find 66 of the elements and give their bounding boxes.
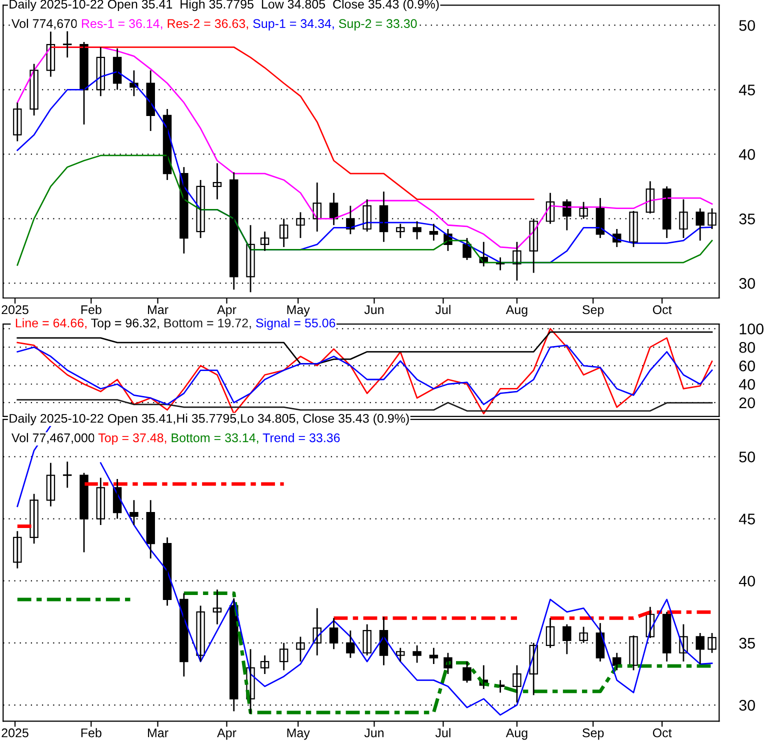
candlestick xyxy=(412,220,422,240)
y-tick-label: 80 xyxy=(739,342,755,353)
y-tick-label: 30 xyxy=(739,278,755,289)
candlestick xyxy=(512,664,522,704)
line-series xyxy=(16,154,713,266)
x-tick-label: Oct xyxy=(652,728,672,738)
x-tick-label: Mar xyxy=(148,305,168,314)
y-tick-label: 100 xyxy=(740,324,764,334)
candlestick xyxy=(296,636,305,662)
y-tick-label: 50 xyxy=(739,452,755,462)
x-tick-label: Aug xyxy=(506,305,528,317)
x-tick-label: May xyxy=(287,728,310,740)
x-tick-label: Sep xyxy=(582,305,604,317)
candlestick xyxy=(679,198,688,239)
y-tick-label: 30 xyxy=(739,700,755,711)
y-tick-label: 40 xyxy=(738,576,755,587)
x-tick-label: Jun xyxy=(364,305,384,314)
text: Sup-1 = 34.34, xyxy=(253,19,334,30)
candlestick xyxy=(462,660,472,684)
series-label: Res-2 = 36.63, xyxy=(168,19,248,30)
candlestick xyxy=(30,493,38,544)
y-tick-label: 45 xyxy=(738,514,755,524)
text: Vol 774,670 xyxy=(12,18,77,30)
y-tick-label: 20 xyxy=(739,397,755,408)
candlestick xyxy=(629,634,638,671)
y-tick-label: 40 xyxy=(738,149,755,160)
x-tick-label: Feb xyxy=(81,304,102,314)
x-tick-label: Mar xyxy=(148,728,168,738)
text: Trend = 33.36 xyxy=(262,433,340,442)
text: Sup-2 = 33.30 xyxy=(338,19,417,30)
x-tick-label: May xyxy=(287,305,310,317)
candlestick xyxy=(708,632,716,654)
text: Bottom = 19.72, xyxy=(164,318,251,329)
text: Bottom = 33.14, xyxy=(172,433,258,444)
x-tick-label: 2025 xyxy=(2,728,28,738)
y-tick-label: 45 xyxy=(738,84,755,96)
y-tick-label: 35 xyxy=(739,638,755,649)
x-tick-label: 2025 xyxy=(2,305,28,314)
text: Signal = 55.06 xyxy=(256,318,336,330)
candlestick xyxy=(629,210,638,248)
y-tick-label: 35 xyxy=(739,214,755,224)
line-series xyxy=(16,399,713,412)
x-tick-label: Aug xyxy=(506,728,528,740)
y-tick-label: 40 xyxy=(738,378,755,390)
x-tick-label: Jul xyxy=(435,304,450,314)
text: Top = 37.48, xyxy=(98,433,166,445)
x-tick-label: Apr xyxy=(217,305,236,317)
x-tick-label: Feb xyxy=(81,728,102,738)
line-series xyxy=(16,46,713,250)
candlestick xyxy=(296,212,305,239)
line-series xyxy=(16,328,713,414)
line-series xyxy=(16,344,713,406)
candlestick xyxy=(708,208,716,230)
y-tick-label: 50 xyxy=(739,20,755,31)
text: Vol 77,467,000 xyxy=(12,433,94,444)
x-tick-label: Oct xyxy=(652,305,672,314)
y-tick-label: 60 xyxy=(739,360,755,372)
candlestick xyxy=(412,644,422,664)
x-tick-label: Sep xyxy=(582,728,604,740)
x-tick-label: Jun xyxy=(364,728,384,738)
x-tick-label: Apr xyxy=(217,728,236,740)
series-label: Top = 96.32, xyxy=(91,318,159,330)
x-tick-label: Jul xyxy=(435,728,450,738)
chart-title: Daily 2025-10-22 Open 35.41,Hi 35.7795,Lo 34.805, Close 35.43 (0.9%) xyxy=(10,414,409,426)
series-label: Res-1 = 36.14, xyxy=(82,19,162,30)
series-label: Line = 64.66, xyxy=(16,318,86,329)
